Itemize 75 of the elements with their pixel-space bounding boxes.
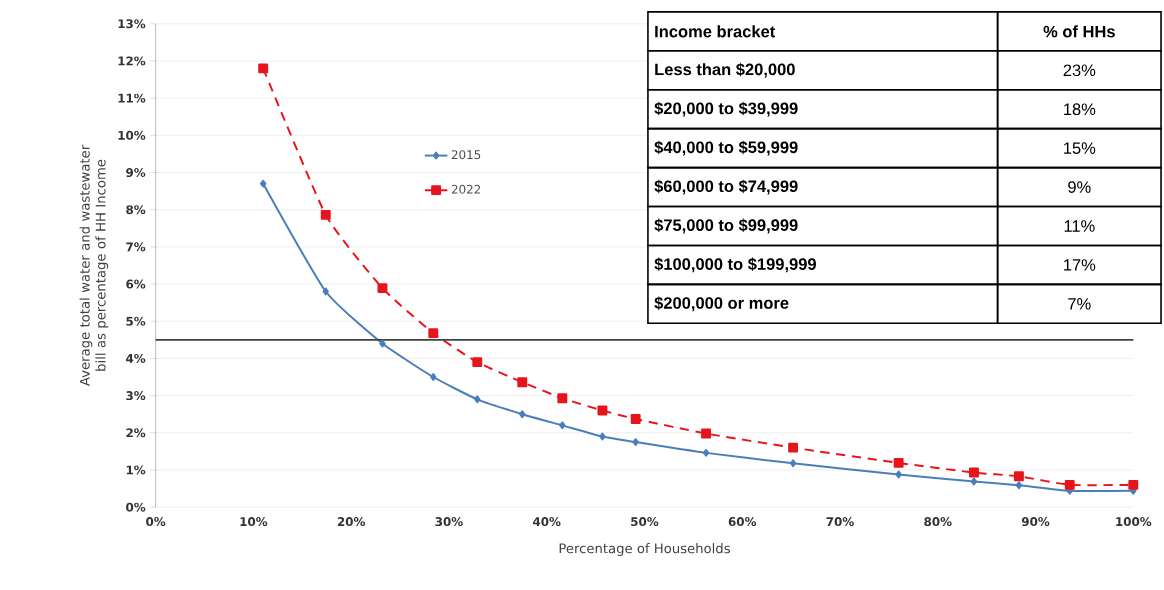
annotation: $20,000 to $39,999	[654, 101, 798, 117]
y-tick-label: 1%	[126, 465, 146, 475]
point	[632, 438, 639, 446]
x-tick-label: 50%	[631, 516, 659, 526]
point	[968, 467, 979, 478]
y-axis-title: Average total water and wastewater bill as percentage of HH Income	[79, 144, 109, 386]
legend-label: 2022	[451, 184, 481, 194]
annotation: $200,000 or more	[654, 296, 789, 312]
point	[258, 63, 269, 74]
annotation: 7%	[1068, 297, 1091, 310]
x-tick-label: 100%	[1116, 516, 1152, 526]
point	[320, 209, 331, 220]
x-tick-label: 20%	[337, 516, 366, 526]
point	[630, 413, 641, 424]
point	[430, 372, 437, 381]
annotation: $100,000 to $199,999	[654, 257, 816, 273]
annotation: 9%	[1068, 181, 1091, 193]
annotation: 11%	[1064, 220, 1095, 232]
point	[519, 410, 526, 418]
y-tick-label: 10%	[118, 130, 146, 140]
point	[260, 179, 267, 188]
point	[322, 287, 329, 296]
y-tick-label: 13%	[118, 19, 146, 29]
y-tick-label: 0%	[126, 502, 146, 512]
annotation: % of HHs	[1043, 25, 1115, 38]
annotation: $40,000 to $59,999	[654, 140, 798, 156]
point	[1013, 471, 1024, 482]
y-tick-label: 12%	[118, 56, 146, 66]
point	[702, 448, 710, 457]
point	[559, 421, 566, 430]
point	[1064, 479, 1075, 490]
point	[472, 357, 483, 367]
x-tick-label: 30%	[435, 516, 463, 526]
point	[789, 459, 797, 467]
y-tick-label: 8%	[126, 205, 146, 215]
point	[895, 470, 902, 479]
x-axis-title: Percentage of Households	[559, 542, 730, 556]
y-tick-label: 11%	[118, 93, 146, 103]
y-tick-label: 7%	[126, 242, 146, 252]
x-tick-label: 70%	[826, 516, 854, 526]
annotation: Less than $20,000	[655, 62, 795, 78]
y-tick-label: 6%	[126, 279, 146, 289]
x-tick-label: 90%	[1021, 516, 1050, 526]
annotation: 23%	[1063, 64, 1096, 76]
legend-label: 2015	[451, 149, 481, 159]
annotation: $75,000 to $99,999	[654, 218, 798, 234]
point	[970, 477, 978, 486]
annotation: Income bracket	[655, 25, 776, 38]
point	[557, 393, 568, 403]
y-tick-label: 9%	[126, 167, 146, 177]
x-tick-label: 60%	[728, 516, 757, 526]
annotation: $60,000 to $74,999	[654, 179, 798, 195]
point	[517, 377, 528, 387]
y-tick-label: 2%	[126, 428, 146, 438]
x-tick-label: 10%	[240, 516, 268, 526]
annotation: 15%	[1064, 142, 1096, 154]
y-tick-label: 5%	[126, 316, 146, 326]
annotation: 17%	[1064, 258, 1096, 271]
point	[597, 405, 608, 416]
x-tick-label: 80%	[924, 516, 952, 526]
point	[1128, 479, 1139, 490]
y-tick-label: 4%	[126, 353, 146, 363]
point	[474, 395, 481, 404]
point	[377, 283, 388, 293]
point	[893, 457, 904, 468]
point	[701, 428, 712, 439]
x-tick-label: 40%	[533, 516, 561, 526]
x-tick-label: 0%	[146, 516, 166, 526]
point	[428, 328, 439, 338]
y-tick-label: 3%	[126, 390, 146, 400]
annotation: 18%	[1064, 103, 1096, 115]
point	[1015, 481, 1023, 489]
point	[379, 339, 386, 348]
point	[599, 432, 606, 441]
point	[788, 442, 799, 453]
